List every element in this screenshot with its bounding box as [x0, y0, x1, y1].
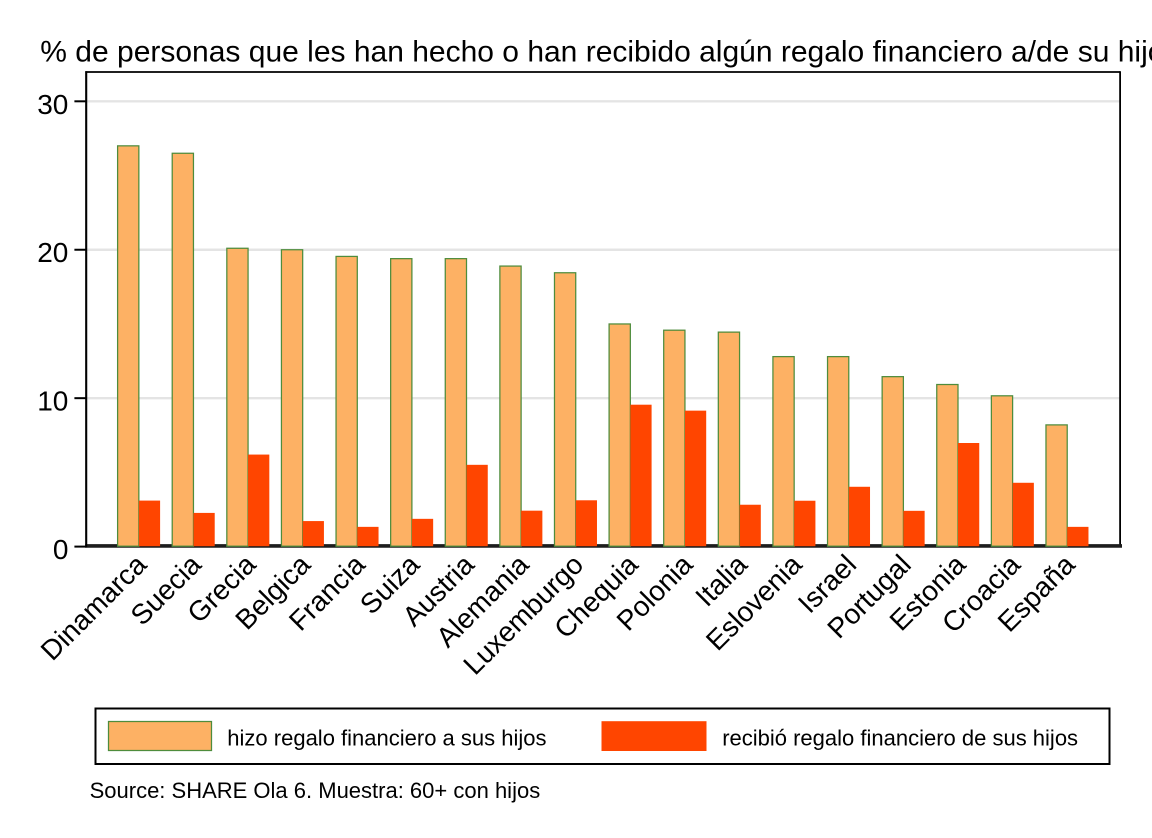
svg-text:10: 10 — [37, 386, 68, 417]
svg-text:% de personas que les han hech: % de personas que les han hecho o han re… — [40, 36, 1152, 69]
svg-text:recibió regalo financiero de s: recibió regalo financiero de sus hijos — [722, 726, 1078, 751]
svg-text:hizo regalo financiero a sus h: hizo regalo financiero a sus hijos — [227, 726, 546, 751]
svg-text:20: 20 — [37, 237, 68, 268]
svg-text:Source: SHARE Ola 6. Muestra:: Source: SHARE Ola 6. Muestra: 60+ con hi… — [90, 778, 541, 803]
svg-text:30: 30 — [37, 89, 68, 120]
svg-text:0: 0 — [53, 534, 69, 565]
